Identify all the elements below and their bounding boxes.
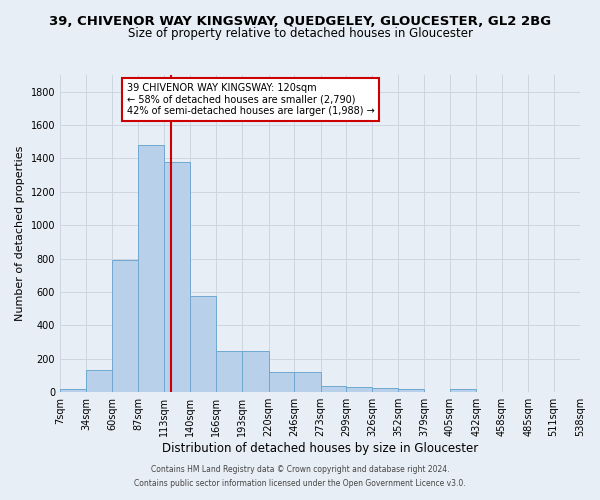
Bar — [450, 389, 476, 392]
Bar — [190, 296, 216, 392]
Text: Contains HM Land Registry data © Crown copyright and database right 2024.
Contai: Contains HM Land Registry data © Crown c… — [134, 466, 466, 487]
Text: 39 CHIVENOR WAY KINGSWAY: 120sqm
← 58% of detached houses are smaller (2,790)
42: 39 CHIVENOR WAY KINGSWAY: 120sqm ← 58% o… — [127, 82, 374, 116]
Text: Size of property relative to detached houses in Gloucester: Size of property relative to detached ho… — [128, 28, 473, 40]
Bar — [398, 389, 424, 392]
Bar — [269, 372, 294, 392]
Bar — [242, 352, 269, 392]
Text: 39, CHIVENOR WAY KINGSWAY, QUEDGELEY, GLOUCESTER, GL2 2BG: 39, CHIVENOR WAY KINGSWAY, QUEDGELEY, GL… — [49, 15, 551, 28]
Bar — [216, 352, 242, 392]
Bar — [164, 162, 190, 392]
Bar — [139, 145, 164, 392]
Bar — [112, 260, 139, 392]
Bar — [60, 389, 86, 392]
Bar — [373, 388, 398, 392]
Bar — [320, 386, 346, 392]
Bar — [294, 372, 320, 392]
Bar — [86, 370, 112, 392]
X-axis label: Distribution of detached houses by size in Gloucester: Distribution of detached houses by size … — [162, 442, 478, 455]
Y-axis label: Number of detached properties: Number of detached properties — [15, 146, 25, 322]
Bar — [346, 387, 373, 392]
